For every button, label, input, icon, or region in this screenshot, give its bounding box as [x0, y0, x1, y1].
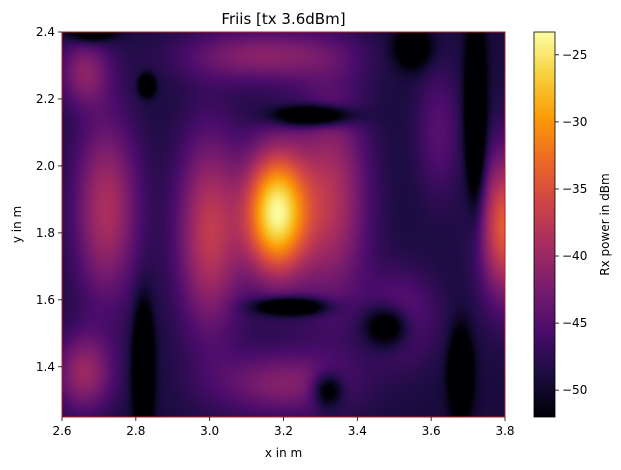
heatmap-image: [62, 32, 505, 417]
colorbar-tick-label: −35: [562, 182, 587, 196]
x-tick-label: 3.0: [200, 424, 219, 438]
x-tick-label: 3.4: [348, 424, 367, 438]
x-tick-label: 3.6: [422, 424, 441, 438]
y-tick-label: 2.4: [36, 25, 55, 39]
y-axis-ticks: 1.4 1.6 1.8 2.0 2.2 2.4: [36, 25, 62, 374]
x-tick-label: 2.8: [126, 424, 145, 438]
x-tick-label: 3.8: [495, 424, 514, 438]
colorbar-tick-label: −40: [562, 249, 587, 263]
colorbar: [533, 31, 556, 418]
chart-title: Friis [tx 3.6dBm]: [221, 10, 345, 28]
colorbar-tick-label: −50: [562, 383, 587, 397]
colorbar-label: Rx power in dBm: [598, 173, 612, 275]
x-tick-label: 2.6: [52, 424, 71, 438]
y-tick-label: 1.6: [36, 293, 55, 307]
y-axis-label: y in m: [10, 206, 24, 243]
colorbar-tick-label: −45: [562, 316, 587, 330]
y-tick-label: 2.2: [36, 92, 55, 106]
colorbar-tick-label: −30: [562, 115, 587, 129]
x-axis-ticks: 2.6 2.8 3.0 3.2 3.4 3.6 3.8: [52, 417, 515, 438]
y-tick-label: 1.4: [36, 360, 55, 374]
colorbar-ticks: −50 −45 −40 −35 −30 −25: [555, 48, 587, 397]
x-tick-label: 3.2: [274, 424, 293, 438]
y-tick-label: 1.8: [36, 226, 55, 240]
x-axis-label: x in m: [265, 446, 302, 460]
y-tick-label: 2.0: [36, 159, 55, 173]
heatmap-area: [61, 31, 506, 418]
colorbar-tick-label: −25: [562, 48, 587, 62]
